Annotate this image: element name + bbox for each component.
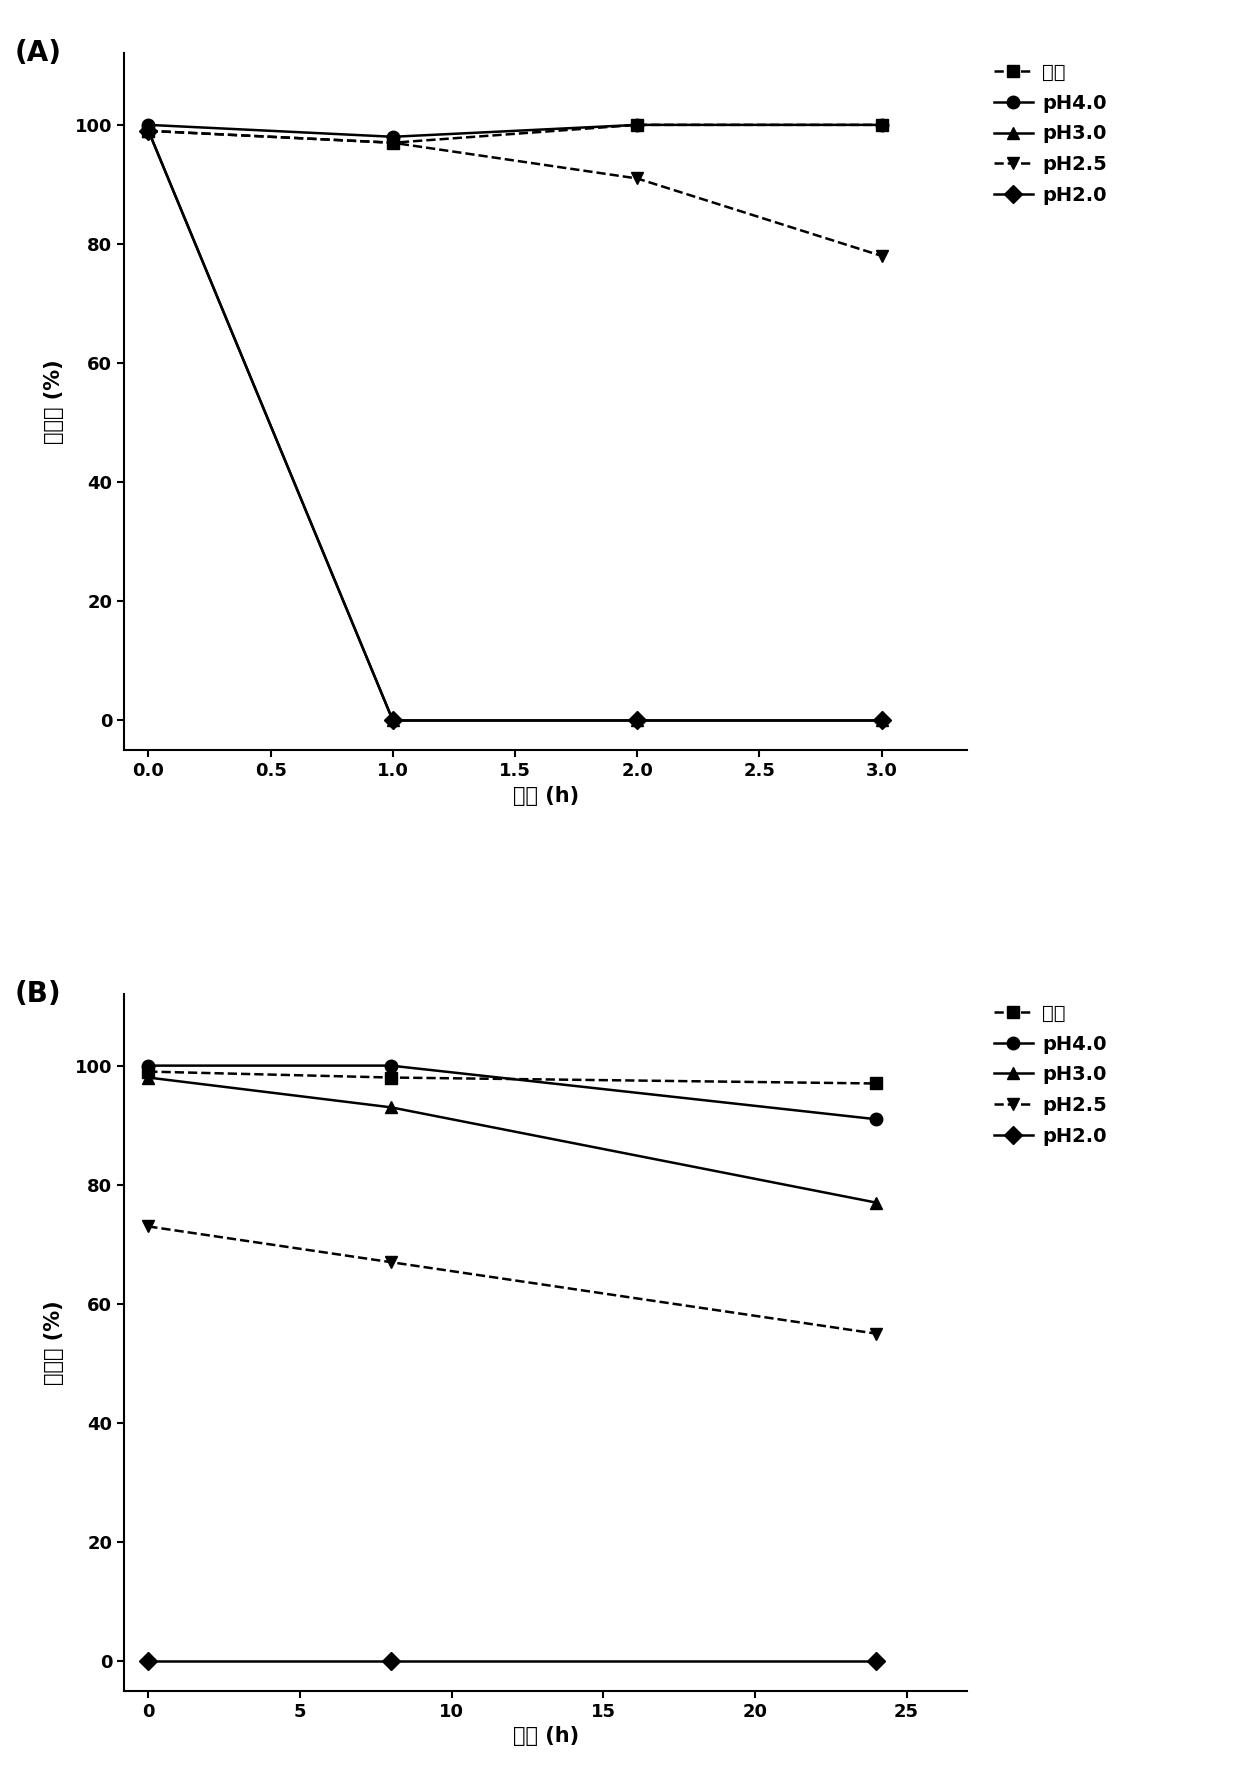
pH3.0 (141, 1066, 156, 1088)
pH2.0 (141, 1650, 156, 1671)
pH4.0 (141, 1056, 156, 1077)
对照 (386, 132, 401, 153)
Line: pH2.5: pH2.5 (143, 1219, 883, 1340)
pH4.0 (874, 114, 889, 135)
Text: (A): (A) (15, 39, 62, 68)
Line: pH4.0: pH4.0 (143, 119, 888, 142)
对照 (141, 119, 156, 141)
Legend: 对照, pH4.0, pH3.0, pH2.5, pH2.0: 对照, pH4.0, pH3.0, pH2.5, pH2.0 (993, 62, 1107, 205)
Line: pH4.0: pH4.0 (143, 1059, 883, 1125)
Line: 对照: 对照 (143, 1064, 883, 1089)
对照 (383, 1066, 398, 1088)
Line: 对照: 对照 (143, 119, 888, 150)
Line: pH3.0: pH3.0 (143, 125, 888, 726)
pH2.5 (141, 1216, 156, 1237)
Text: (B): (B) (15, 981, 61, 1007)
pH3.0 (869, 1193, 884, 1214)
pH4.0 (386, 126, 401, 148)
Line: pH2.0: pH2.0 (143, 1655, 883, 1668)
X-axis label: 时间 (h): 时间 (h) (512, 785, 579, 806)
pH2.0 (630, 710, 645, 732)
pH2.5 (869, 1323, 884, 1344)
pH4.0 (141, 114, 156, 135)
pH2.0 (869, 1650, 884, 1671)
pH2.5 (141, 119, 156, 141)
Line: pH3.0: pH3.0 (143, 1072, 883, 1209)
pH3.0 (383, 1096, 398, 1118)
pH2.0 (386, 710, 401, 732)
对照 (874, 114, 889, 135)
pH2.5 (386, 132, 401, 153)
pH3.0 (141, 119, 156, 141)
pH4.0 (383, 1056, 398, 1077)
pH2.5 (630, 167, 645, 189)
对照 (141, 1061, 156, 1082)
pH3.0 (874, 710, 889, 732)
pH4.0 (869, 1109, 884, 1130)
pH2.5 (383, 1251, 398, 1273)
对照 (869, 1073, 884, 1095)
pH4.0 (630, 114, 645, 135)
pH3.0 (630, 710, 645, 732)
pH2.5 (874, 246, 889, 267)
pH2.0 (874, 710, 889, 732)
pH2.0 (383, 1650, 398, 1671)
Line: pH2.5: pH2.5 (143, 125, 888, 262)
pH2.0 (141, 119, 156, 141)
Y-axis label: 存活率 (%): 存活率 (%) (43, 1299, 63, 1385)
Legend: 对照, pH4.0, pH3.0, pH2.5, pH2.0: 对照, pH4.0, pH3.0, pH2.5, pH2.0 (993, 1004, 1107, 1146)
Line: pH2.0: pH2.0 (143, 125, 888, 726)
对照 (630, 114, 645, 135)
pH3.0 (386, 710, 401, 732)
Y-axis label: 存活率 (%): 存活率 (%) (43, 360, 63, 445)
X-axis label: 时间 (h): 时间 (h) (512, 1727, 579, 1746)
